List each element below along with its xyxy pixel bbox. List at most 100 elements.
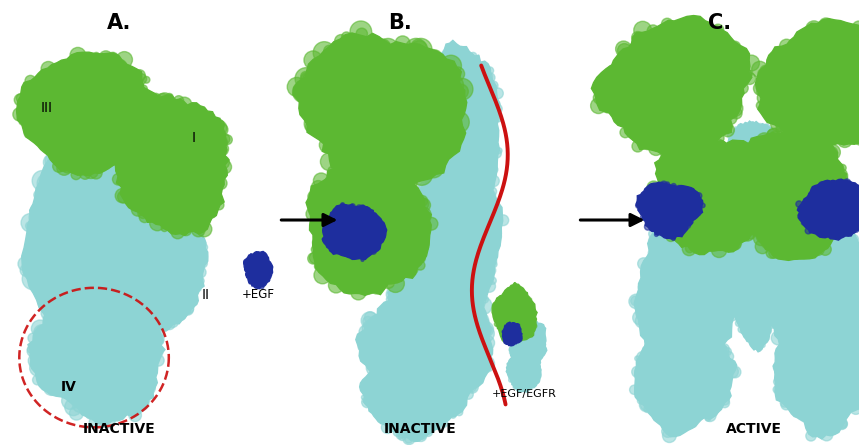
Circle shape bbox=[386, 357, 396, 367]
Circle shape bbox=[843, 125, 851, 133]
Circle shape bbox=[144, 281, 155, 291]
Circle shape bbox=[184, 299, 191, 306]
Circle shape bbox=[35, 333, 46, 344]
Circle shape bbox=[424, 292, 438, 305]
Circle shape bbox=[722, 240, 734, 251]
Circle shape bbox=[746, 126, 751, 131]
Circle shape bbox=[836, 321, 843, 327]
Circle shape bbox=[858, 31, 860, 48]
Circle shape bbox=[468, 337, 479, 349]
Circle shape bbox=[670, 339, 683, 352]
Circle shape bbox=[412, 247, 418, 253]
Circle shape bbox=[372, 347, 378, 354]
Circle shape bbox=[717, 357, 727, 366]
Circle shape bbox=[405, 368, 409, 372]
Circle shape bbox=[369, 403, 376, 410]
Circle shape bbox=[679, 128, 691, 142]
Circle shape bbox=[482, 81, 490, 88]
Circle shape bbox=[97, 285, 116, 304]
Circle shape bbox=[463, 379, 476, 391]
Circle shape bbox=[378, 411, 384, 417]
Circle shape bbox=[654, 253, 666, 265]
Circle shape bbox=[810, 326, 823, 340]
Circle shape bbox=[696, 193, 702, 199]
Circle shape bbox=[654, 349, 666, 361]
Circle shape bbox=[857, 381, 860, 387]
Circle shape bbox=[482, 285, 488, 291]
Circle shape bbox=[814, 120, 825, 131]
Circle shape bbox=[417, 195, 427, 206]
Circle shape bbox=[332, 218, 338, 224]
Circle shape bbox=[509, 339, 512, 342]
Circle shape bbox=[743, 199, 753, 209]
Circle shape bbox=[672, 179, 682, 190]
Circle shape bbox=[431, 361, 439, 368]
Circle shape bbox=[139, 223, 154, 238]
Circle shape bbox=[813, 359, 819, 365]
Circle shape bbox=[40, 196, 61, 217]
Circle shape bbox=[30, 204, 42, 216]
Circle shape bbox=[174, 96, 183, 105]
Circle shape bbox=[679, 121, 688, 129]
Circle shape bbox=[504, 291, 508, 296]
Circle shape bbox=[460, 388, 464, 392]
Circle shape bbox=[172, 201, 180, 208]
Circle shape bbox=[814, 326, 826, 339]
Circle shape bbox=[420, 182, 431, 193]
Circle shape bbox=[832, 43, 846, 56]
Circle shape bbox=[674, 139, 684, 149]
Circle shape bbox=[175, 227, 185, 238]
Circle shape bbox=[434, 62, 444, 71]
Circle shape bbox=[649, 355, 660, 365]
Circle shape bbox=[196, 161, 210, 175]
Circle shape bbox=[795, 359, 803, 368]
Circle shape bbox=[348, 173, 359, 185]
Circle shape bbox=[646, 342, 656, 352]
Circle shape bbox=[844, 320, 853, 330]
Circle shape bbox=[623, 103, 641, 122]
Circle shape bbox=[77, 300, 96, 319]
Circle shape bbox=[146, 243, 151, 249]
Circle shape bbox=[153, 100, 162, 109]
Circle shape bbox=[143, 115, 156, 128]
Circle shape bbox=[424, 134, 433, 143]
Circle shape bbox=[422, 290, 428, 296]
Circle shape bbox=[132, 264, 139, 272]
Circle shape bbox=[735, 283, 740, 289]
Circle shape bbox=[732, 280, 737, 285]
Circle shape bbox=[84, 405, 94, 414]
Circle shape bbox=[696, 336, 707, 347]
Circle shape bbox=[434, 140, 445, 150]
Circle shape bbox=[654, 301, 661, 307]
Circle shape bbox=[765, 275, 773, 284]
Circle shape bbox=[843, 338, 855, 350]
Circle shape bbox=[802, 107, 816, 121]
Circle shape bbox=[63, 315, 81, 334]
Circle shape bbox=[645, 39, 662, 56]
Circle shape bbox=[515, 328, 517, 330]
Circle shape bbox=[831, 406, 840, 415]
Circle shape bbox=[372, 355, 390, 372]
Circle shape bbox=[739, 308, 743, 311]
Circle shape bbox=[789, 329, 802, 342]
Circle shape bbox=[441, 376, 453, 388]
Circle shape bbox=[829, 336, 837, 345]
Circle shape bbox=[417, 216, 427, 227]
Circle shape bbox=[654, 252, 660, 258]
Circle shape bbox=[790, 248, 802, 259]
Circle shape bbox=[116, 148, 124, 155]
Circle shape bbox=[656, 351, 661, 357]
Circle shape bbox=[498, 215, 508, 226]
Circle shape bbox=[417, 409, 428, 419]
Circle shape bbox=[819, 18, 832, 32]
Circle shape bbox=[763, 152, 770, 159]
Circle shape bbox=[41, 231, 57, 246]
Circle shape bbox=[355, 156, 362, 163]
Circle shape bbox=[536, 334, 539, 338]
Circle shape bbox=[305, 120, 320, 133]
Circle shape bbox=[163, 198, 176, 211]
Circle shape bbox=[400, 47, 408, 56]
Circle shape bbox=[503, 318, 506, 321]
Circle shape bbox=[128, 291, 133, 296]
Circle shape bbox=[734, 152, 741, 160]
